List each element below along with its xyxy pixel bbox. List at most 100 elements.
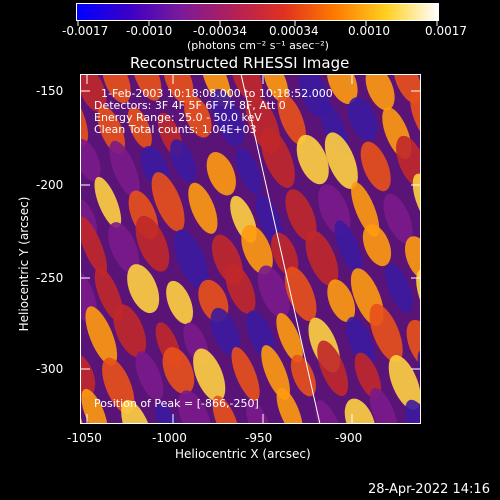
emission-blob [162,347,195,395]
emission-blob [257,265,290,318]
emission-blob [178,390,212,424]
emission-blob [326,74,358,105]
emission-blob [284,266,317,322]
limb-line [240,74,321,424]
emission-blob [210,307,241,357]
emission-blob [166,280,194,325]
emission-blob [121,399,154,424]
emission-blob [404,399,421,424]
y-axis-label: Heliocentric Y (arcsec) [17,196,31,332]
emission-blob [276,313,303,363]
emission-blob [163,74,194,104]
plot-frame [80,74,421,424]
emission-blob [410,91,421,143]
emission-blob [135,215,170,272]
emission-blob [135,351,164,401]
emission-blob [276,387,303,424]
emission-blob [170,139,197,183]
emission-blob [188,182,218,234]
rhessi-image [80,74,421,424]
y-tick-label: -300 [36,362,64,376]
colorbar-tick-label: -0.0010 [126,24,173,38]
emission-blob [383,193,413,244]
plot-title: Reconstructed RHESSI Image [130,54,350,72]
image-heatmap [80,74,421,424]
emission-blob [235,147,262,195]
emission-blob [261,345,290,400]
emission-blob [85,306,118,366]
emission-blob [109,140,140,198]
emission-blob [277,93,306,145]
x-tick-label: -900 [335,431,363,445]
emission-blob [260,128,295,188]
emission-blob [285,189,317,242]
emission-blob [193,348,226,402]
emission-blob [102,74,131,104]
emission-blob [354,352,382,399]
colorbar-tick-label: 0.00034 [269,24,319,38]
emission-blob [206,152,236,196]
detectors-label: Detectors: 3F 4F 5F 6F 7F 8F, Att 0 [94,99,286,112]
emission-blob [360,141,391,192]
emission-blob [127,264,160,314]
emission-blob [184,95,212,138]
emission-blob [80,216,108,276]
emission-blob [345,316,375,367]
colorbar-tick-label: 0.0010 [348,24,390,38]
emission-blob [263,74,289,103]
emission-blob [362,224,392,267]
emission-blob [290,354,316,397]
emission-blob [80,74,107,112]
emission-blob [317,340,349,397]
emission-blob [347,97,378,141]
emission-blob [324,132,358,189]
emission-blob [351,182,380,237]
colorbar-tick-label: -0.00034 [193,24,247,38]
emission-blob [271,232,299,276]
emission-blob [94,176,122,229]
clean-counts-label: Clean Total counts: 1.04E+03 [94,123,257,136]
energy-range-label: Energy Range: 25.0 - 50.0 keV [94,111,262,124]
x-tick-label: -1050 [67,431,102,445]
emission-blob [241,224,273,275]
emission-blob [404,236,421,280]
emission-blob [365,74,395,111]
emission-blob [231,74,263,102]
emission-blob [174,229,209,290]
colorbar [76,3,439,21]
footer-timestamp: 28-Apr-2022 14:16 [368,482,490,497]
emission-blob [246,400,273,424]
peak-position-label: Position of Peak = [-866,-250] [94,397,259,410]
emission-blob [315,400,346,424]
x-tick-label: -1000 [152,431,187,445]
colorbar-tick-label: 0.0017 [425,24,467,38]
y-tick-label: -150 [36,84,64,98]
colorbar-tick-label: -0.0017 [62,24,109,38]
emission-blob [327,279,356,322]
emission-blob [231,347,260,401]
x-axis-label: Heliocentric X (arcsec) [175,447,311,461]
emission-blob [155,402,183,424]
emission-blob [225,264,256,314]
emission-blob [211,89,244,147]
emission-blob [113,304,147,358]
emission-blob [81,388,108,424]
emission-blob [131,74,162,101]
emission-blob [212,395,240,424]
x-tick-label: -950 [245,431,273,445]
emission-blob [334,220,363,274]
time-range-label: 1-Feb-2003 10:18:08.000 to 10:18:52.000 [101,87,333,100]
emission-blob [388,355,421,410]
emission-blob [384,263,413,313]
y-tick-label: -200 [36,178,64,192]
colorbar-units: (photons cm⁻² s⁻¹ asec⁻²) [187,39,329,52]
emission-blob [406,319,421,369]
emission-blob [369,388,398,424]
emission-blob [296,134,329,185]
emission-blob [305,230,339,287]
colorbar-ticks [77,20,438,26]
emission-blob [127,107,152,149]
emission-blob [102,357,135,414]
emission-blob [108,222,140,273]
emission-blob [344,398,376,424]
